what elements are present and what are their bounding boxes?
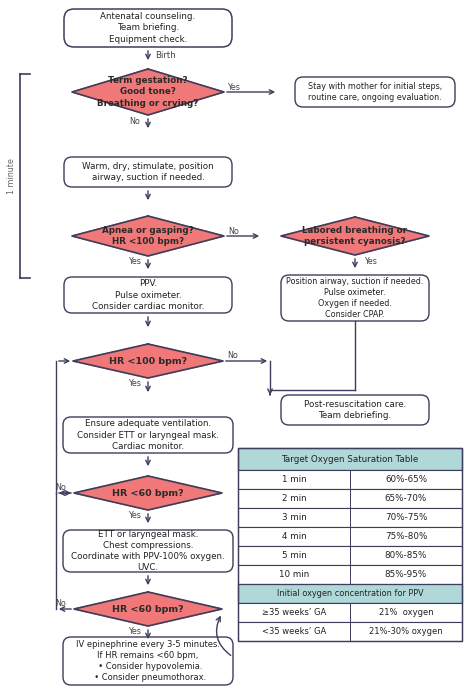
Text: HR <60 bpm?: HR <60 bpm?	[112, 489, 184, 498]
Text: No: No	[228, 352, 238, 360]
FancyBboxPatch shape	[295, 77, 455, 107]
Text: Yes: Yes	[128, 628, 141, 637]
Text: Initial oxygen concentration for PPV: Initial oxygen concentration for PPV	[277, 589, 423, 598]
Text: PPV.
Pulse oximeter.
Consider cardiac monitor.: PPV. Pulse oximeter. Consider cardiac mo…	[92, 279, 204, 311]
Text: 1 min: 1 min	[282, 475, 306, 484]
Polygon shape	[74, 592, 222, 626]
Polygon shape	[72, 69, 224, 115]
Text: Post-resuscitation care.
Team debriefing.: Post-resuscitation care. Team debriefing…	[304, 400, 406, 420]
Text: ETT or laryngeal mask.
Chest compressions.
Coordinate with PPV-100% oxygen.
UVC.: ETT or laryngeal mask. Chest compression…	[71, 530, 225, 572]
Text: 65%-70%: 65%-70%	[385, 494, 427, 503]
Text: IV epinephrine every 3-5 minutes.
If HR remains <60 bpm,
  • Consider hypovolemi: IV epinephrine every 3-5 minutes. If HR …	[76, 640, 220, 682]
Text: Stay with mother for initial steps,
routine care, ongoing evaluation.: Stay with mother for initial steps, rout…	[308, 82, 442, 102]
Text: No: No	[55, 598, 66, 607]
Text: Antenatal counseling.
Team briefing.
Equipment check.: Antenatal counseling. Team briefing. Equ…	[100, 13, 196, 43]
Text: No: No	[129, 117, 140, 126]
FancyBboxPatch shape	[64, 157, 232, 187]
Text: Birth: Birth	[155, 50, 176, 59]
Text: Ensure adequate ventilation.
Consider ETT or laryngeal mask.
Cardiac monitor.: Ensure adequate ventilation. Consider ET…	[77, 419, 219, 451]
Bar	[238, 448, 462, 641]
Text: 75%-80%: 75%-80%	[385, 532, 427, 541]
Text: Target Oxygen Saturation Table: Target Oxygen Saturation Table	[282, 454, 419, 463]
FancyBboxPatch shape	[63, 530, 233, 572]
Bar	[238, 448, 462, 470]
Text: 85%-95%: 85%-95%	[385, 570, 427, 579]
Polygon shape	[74, 476, 222, 510]
Text: Yes: Yes	[128, 512, 141, 521]
Text: HR <60 bpm?: HR <60 bpm?	[112, 604, 184, 614]
FancyBboxPatch shape	[64, 9, 232, 47]
Polygon shape	[72, 216, 224, 256]
Text: No: No	[228, 226, 239, 235]
Bar	[238, 508, 462, 527]
Bar	[238, 622, 462, 641]
Bar	[238, 565, 462, 584]
Bar	[238, 470, 462, 489]
Text: No: No	[55, 482, 66, 491]
FancyBboxPatch shape	[281, 395, 429, 425]
Text: Yes: Yes	[128, 380, 141, 389]
Text: 21%  oxygen: 21% oxygen	[379, 608, 433, 617]
Text: <35 weeks’ GA: <35 weeks’ GA	[262, 627, 326, 636]
Text: 5 min: 5 min	[282, 551, 306, 560]
FancyBboxPatch shape	[281, 275, 429, 321]
Bar	[238, 489, 462, 508]
Text: 70%-75%: 70%-75%	[385, 513, 427, 522]
Text: 21%-30% oxygen: 21%-30% oxygen	[369, 627, 443, 636]
Polygon shape	[281, 217, 429, 255]
Text: 60%-65%: 60%-65%	[385, 475, 427, 484]
Text: Yes: Yes	[228, 82, 240, 91]
Text: Warm, dry, stimulate, position
airway, suction if needed.: Warm, dry, stimulate, position airway, s…	[82, 162, 214, 182]
Bar	[238, 603, 462, 622]
Text: ≥35 weeks’ GA: ≥35 weeks’ GA	[262, 608, 326, 617]
Text: 80%-85%: 80%-85%	[385, 551, 427, 560]
Text: 10 min: 10 min	[279, 570, 309, 579]
Text: 3 min: 3 min	[282, 513, 306, 522]
Text: 2 min: 2 min	[282, 494, 306, 503]
Text: Yes: Yes	[365, 256, 377, 265]
Bar	[238, 546, 462, 565]
Text: 1 minute: 1 minute	[8, 158, 17, 194]
Polygon shape	[73, 344, 223, 378]
Text: 4 min: 4 min	[282, 532, 306, 541]
Text: Yes: Yes	[128, 258, 141, 267]
Text: Apnea or gasping?
HR <100 bpm?: Apnea or gasping? HR <100 bpm?	[102, 226, 194, 246]
FancyBboxPatch shape	[64, 277, 232, 313]
Bar	[238, 584, 462, 603]
Text: HR <100 bpm?: HR <100 bpm?	[109, 357, 187, 366]
FancyBboxPatch shape	[63, 417, 233, 453]
Text: Term gestation?
Good tone?
Breathing or crying?: Term gestation? Good tone? Breathing or …	[97, 76, 199, 107]
Text: Position airway, suction if needed.
Pulse oximeter.
Oxygen if needed.
Consider C: Position airway, suction if needed. Puls…	[286, 277, 424, 319]
FancyBboxPatch shape	[63, 637, 233, 685]
Text: Labored breathing or
persistent cyanosis?: Labored breathing or persistent cyanosis…	[302, 226, 408, 246]
Bar	[238, 527, 462, 546]
